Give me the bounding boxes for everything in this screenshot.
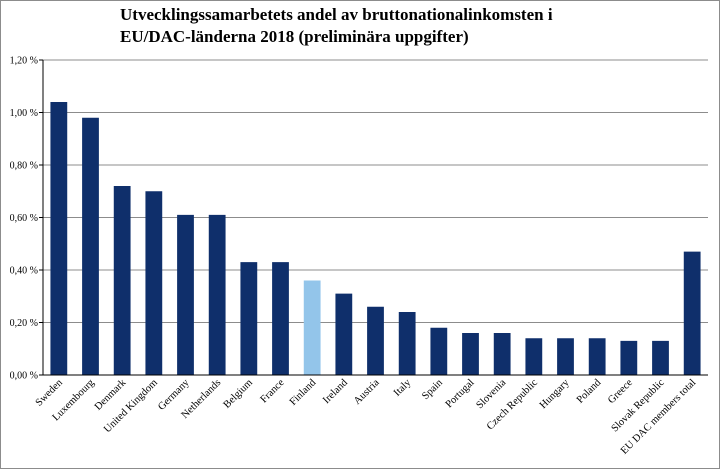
bar [525,338,543,375]
y-axis-ticks: 0,00 % 0,20 % 0,40 % 0,60 % 0,80 % 1,00 % 1,20… [10,56,43,382]
y-tick-label: 1,20 % [10,56,38,67]
bar [398,312,416,375]
bar [557,338,574,375]
x-tick-label: Poland [575,377,604,406]
x-tick-label: Ireland [321,377,350,406]
bar [462,333,479,375]
x-tick-label: Belgium [222,377,255,410]
bar [493,333,511,375]
y-tick-label: 0,00 % [10,371,38,382]
x-tick-label: Spain [420,377,445,402]
chart-title: Utvecklingssamarbetets andel av bruttona… [120,4,640,48]
chart-title-line1: Utvecklingssamarbetets andel av bruttona… [120,5,553,24]
bar [208,214,226,375]
bar [335,293,353,375]
bar [683,251,701,375]
bar [177,214,194,375]
bar [588,338,606,375]
y-tick-label: 0,40 % [10,266,38,277]
bar [367,306,384,375]
x-tick-label: Austria [352,377,382,407]
bar [303,280,321,375]
chart-title-line2: EU/DAC-länderna 2018 (preliminära uppgif… [120,27,469,46]
x-tick-label: Italy [392,377,414,399]
bar [240,262,258,375]
bar [272,262,289,375]
bars [50,102,701,375]
bar [652,340,669,375]
y-tick-label: 0,20 % [10,318,38,329]
x-tick-label: Hungary [538,377,572,411]
x-tick-label: Portugal [444,377,477,410]
bar [430,327,448,375]
bar [145,191,163,375]
y-tick-label: 1,00 % [10,108,38,119]
x-tick-label: Finland [288,377,319,408]
bar [113,186,131,375]
bar [50,102,68,375]
bar [620,340,638,375]
x-tick-label: France [259,377,287,405]
x-tick-label: Sweden [34,377,66,409]
x-tick-label: Greece [606,377,635,406]
y-tick-label: 0,80 % [10,161,38,172]
y-tick-label: 0,60 % [10,213,38,224]
bar [82,117,99,375]
